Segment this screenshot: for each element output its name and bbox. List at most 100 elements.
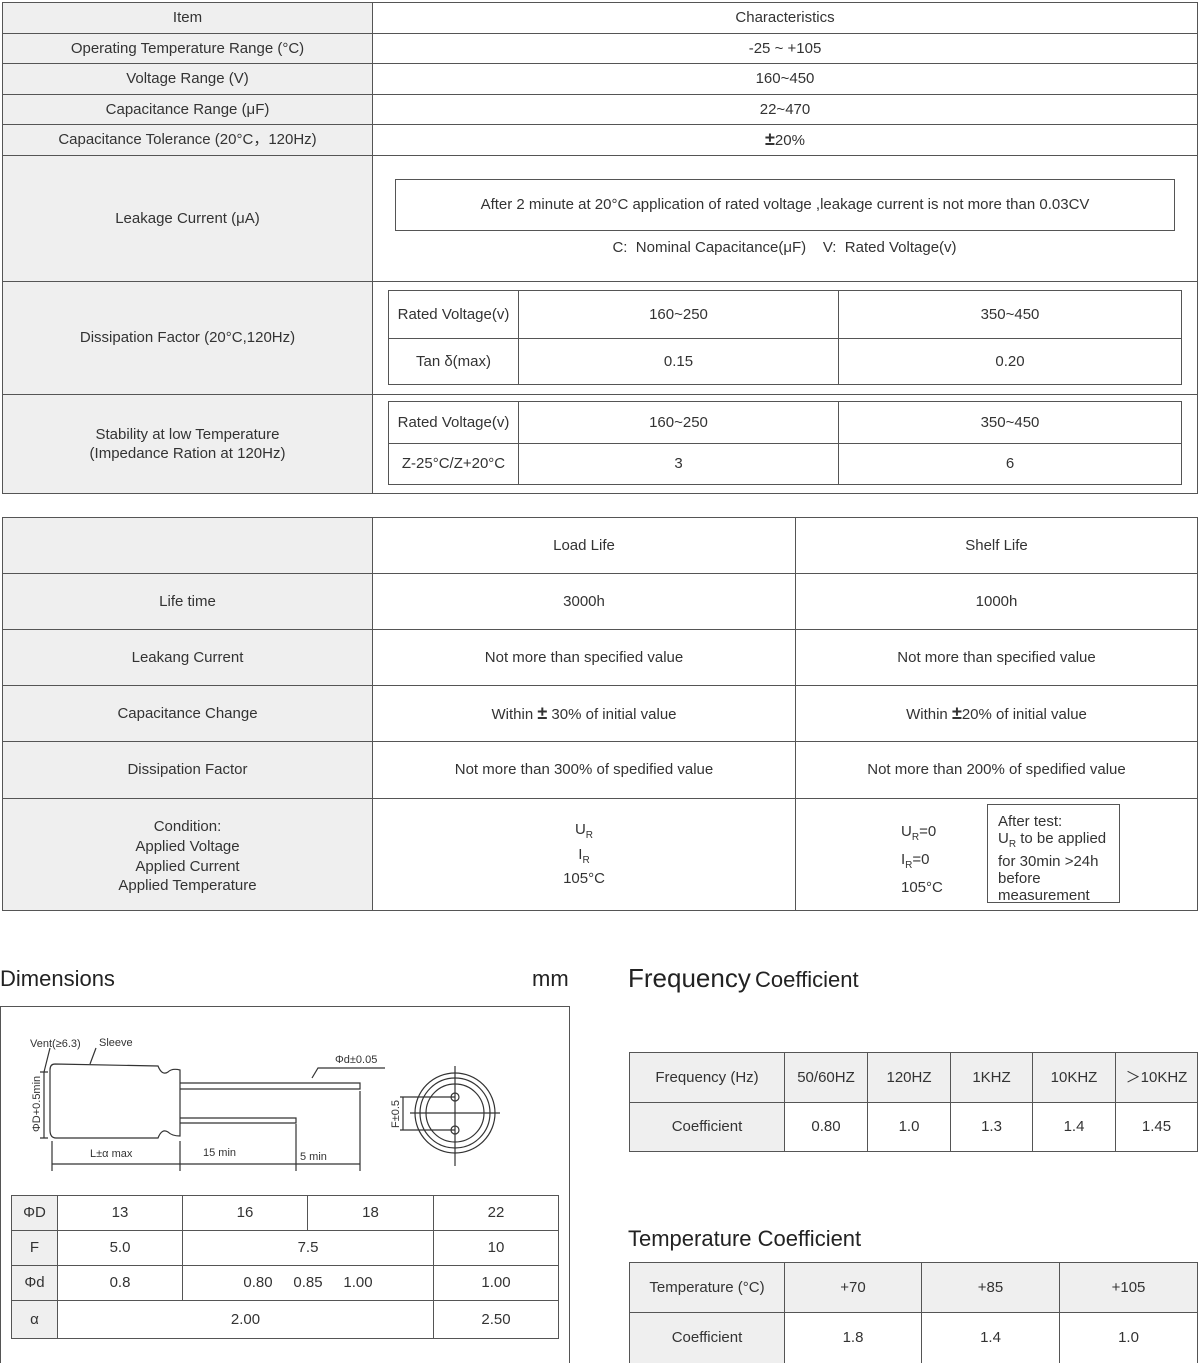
cell: 5.0 — [57, 1230, 183, 1266]
leakage-cell — [372, 155, 1198, 282]
table-row: Leakage Current (μA) — [2, 155, 1198, 282]
row-label: Voltage Range (V) — [2, 63, 373, 95]
cell: 22 — [433, 1195, 559, 1231]
temperature: 105°C — [901, 879, 943, 896]
cell: 160~250 — [518, 401, 839, 444]
capacitor-body — [49, 1063, 181, 1139]
table-row: Operating Temperature Range (°C) -25 ~ +1… — [2, 33, 1198, 64]
row-label: Operating Temperature Range (°C) — [2, 33, 373, 64]
cell: 0.20 — [838, 338, 1182, 385]
cell: 10 — [433, 1230, 559, 1266]
cell: 160~250 — [518, 290, 839, 339]
row-label: Life time — [2, 573, 373, 630]
cell: 1.8 — [784, 1312, 922, 1363]
header-characteristics: Characteristics — [372, 2, 1198, 34]
voltage: UR — [574, 821, 594, 842]
cell: Within ±20% of initial value — [795, 685, 1198, 742]
title-sub: Coefficient — [755, 967, 859, 992]
row-label: α — [11, 1300, 58, 1339]
cell: 16 — [182, 1195, 308, 1231]
text: Within — [491, 705, 534, 723]
dimensions-box — [0, 1006, 570, 1363]
cell: +85 — [921, 1262, 1060, 1313]
voltage: UR=0 — [901, 823, 937, 843]
cell: 120HZ — [867, 1052, 951, 1103]
cell: +105 — [1059, 1262, 1198, 1313]
row-label: F — [11, 1230, 58, 1266]
cell: Z-25°C/Z+20°C — [388, 443, 519, 485]
row-label: Dissipation Factor (20°C,120Hz) — [2, 281, 373, 395]
cell: ＞10KHZ — [1115, 1052, 1198, 1103]
row-label: Capacitance Tolerance (20°C，120Hz) — [2, 124, 373, 156]
row-label: Leakage Current (μA) — [2, 155, 373, 282]
header-item: Item — [2, 2, 373, 34]
lead-long — [180, 1082, 361, 1090]
lead-15-label: 15 min — [203, 1147, 236, 1159]
cell: 13 — [57, 1195, 183, 1231]
dimensions-title: Dimensions — [0, 966, 115, 991]
cell: 0.80 — [784, 1102, 868, 1152]
title-main: Frequency — [628, 963, 751, 993]
header-shelf-life: Shelf Life — [795, 517, 1198, 574]
cell: Not more than 200% of spedified value — [795, 741, 1198, 799]
temperature-table: Temperature (°C) +70 +85 +105 Coefficient 1.… — [629, 1262, 1198, 1363]
cell: 1.0 — [867, 1102, 951, 1152]
capacitor-diagram: Vent(≥6.3) Sleeve Φd±0.05 L±α max 15 min… — [30, 1037, 500, 1171]
dimensions-table: ΦD 13 16 18 22 F 5.0 7.5 10 Φd 0.8 0.80 0.85 1.00… — [11, 1195, 559, 1339]
cell: Rated Voltage(v) — [388, 290, 519, 339]
label: Applied Temperature — [118, 877, 257, 895]
cell: 350~450 — [838, 290, 1182, 339]
stability-table: Rated Voltage(v) 160~250 350~450 Z-25°C/Z+… — [388, 401, 1182, 485]
dissipation-table: Rated Voltage(v) 160~250 350~450 Tan δ(max… — [388, 290, 1182, 385]
cell: 2.00 — [57, 1300, 434, 1339]
cell: 1.45 — [1115, 1102, 1198, 1152]
label: Applied Voltage — [135, 837, 240, 855]
life-table: Load Life Shelf Life Life time 3000h 1000h … — [2, 517, 1198, 911]
table-row: Life time 3000h 1000h — [2, 573, 1198, 630]
cell: 7.5 — [182, 1230, 434, 1266]
row-label: Leakang Current — [2, 629, 373, 686]
leakage-formula-box: After 2 minute at 20°C application of ra… — [395, 179, 1175, 231]
note-line: UR to be applied — [998, 830, 1107, 850]
note-line: After test: — [998, 813, 1063, 830]
cell: Not more than specified value — [795, 629, 1198, 686]
cell: 1.3 — [950, 1102, 1033, 1152]
cell: 50/60HZ — [784, 1052, 868, 1103]
table-row: Capacitance Tolerance (20°C，120Hz) ±20% — [2, 124, 1198, 156]
dimensions-unit: mm — [532, 966, 569, 991]
cell: 1KHZ — [950, 1052, 1033, 1103]
cell: Within ± 30% of initial value — [372, 685, 796, 742]
current: IR=0 — [901, 851, 930, 871]
note-line: measurement — [998, 887, 1090, 904]
pitch-label: F±0.5 — [390, 1100, 402, 1128]
lead-diameter-label: Φd±0.05 — [335, 1054, 377, 1066]
cell: Tan δ(max) — [388, 338, 519, 385]
cell: +70 — [784, 1262, 922, 1313]
plus-minus: ± — [951, 702, 962, 723]
temperature: 105°C — [563, 870, 605, 888]
row-value: ±20% — [372, 124, 1198, 156]
cell: 0.80 0.85 1.00 — [182, 1265, 434, 1301]
cell: 3 — [518, 443, 839, 485]
plus-minus: ± — [537, 702, 548, 723]
cell: 350~450 — [838, 401, 1182, 444]
cell: 1.4 — [921, 1312, 1060, 1363]
cell: 0.15 — [518, 338, 839, 385]
text: 20% of initial value — [961, 705, 1087, 723]
dimension-lines — [40, 1047, 385, 1171]
cell: Not more than 300% of spedified value — [372, 741, 796, 799]
leakage-legend: C: Nominal Capacitance(μF) V: Rated Volt… — [612, 239, 957, 256]
row-label: Dissipation Factor — [2, 741, 373, 799]
row-value: 22~470 — [372, 94, 1198, 125]
row-label: Coefficient — [629, 1312, 785, 1363]
table-row: Dissipation Factor Not more than 300% of … — [2, 741, 1198, 799]
length-label: L±α max — [90, 1148, 133, 1160]
cell: 1.0 — [1059, 1312, 1198, 1363]
table-row: Leakang Current Not more than specified v… — [2, 629, 1198, 686]
cell — [2, 517, 373, 574]
sleeve-label: Sleeve — [99, 1037, 133, 1049]
cell: 1000h — [795, 573, 1198, 630]
frequency-title: Frequency Coefficient — [628, 963, 859, 994]
row-value: 160~450 — [372, 63, 1198, 95]
lead-5-label: 5 min — [300, 1151, 327, 1163]
